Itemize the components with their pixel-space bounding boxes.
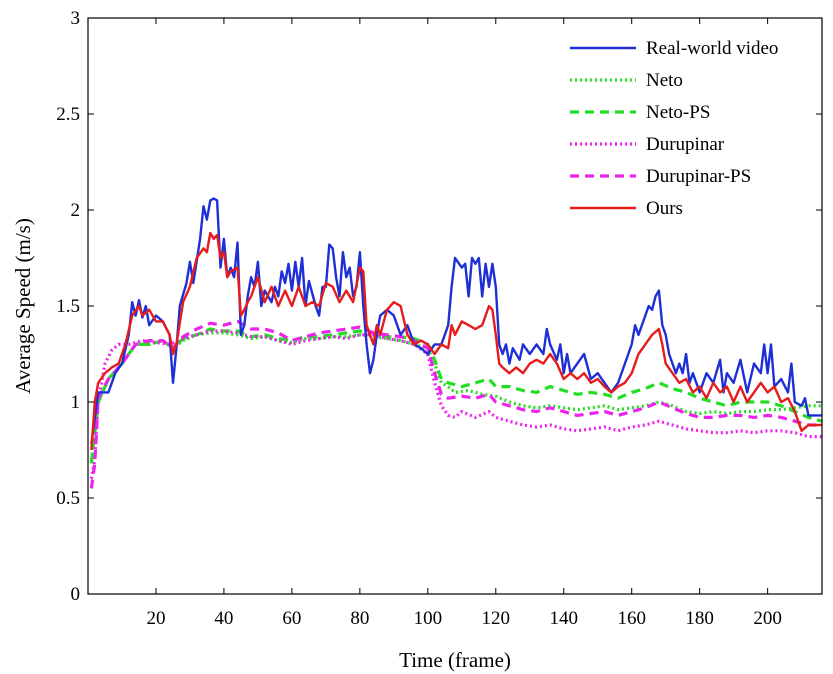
legend-label: Neto-PS (646, 102, 710, 123)
axes: 20 40 60 80 100 120 140 160 180 200 0 0.5 1 1.5 2 2.5 3 (56, 8, 823, 629)
legend-label: Ours (646, 198, 683, 219)
x-axis-label: Time (frame) (399, 648, 511, 672)
x-tick-label: 120 (482, 608, 511, 629)
y-tick-label: 2.5 (56, 104, 80, 125)
y-tick-label: 1 (71, 392, 81, 413)
legend-label: Real-world video (646, 38, 778, 59)
legend-label: Neto (646, 70, 683, 91)
plot-area (89, 197, 822, 489)
x-tick-label: 200 (753, 608, 782, 629)
x-tick-label: 160 (617, 608, 646, 629)
series-line-durupinar (89, 329, 822, 480)
series-line-ours (90, 231, 822, 451)
legend-label: Durupinar (646, 134, 725, 155)
series-line-neto (89, 331, 822, 460)
y-axis-label: Average Speed (m/s) (11, 218, 35, 394)
y-tick-label: 0.5 (56, 488, 80, 509)
x-tick-label: 180 (685, 608, 714, 629)
series-line-neto-ps (89, 327, 822, 464)
series-line-real-world-video (90, 197, 822, 445)
series-line-durupinar-ps (89, 319, 822, 489)
plot-frame (87, 17, 823, 595)
y-tick-label: 0 (71, 584, 81, 605)
x-tick-label: 80 (350, 608, 369, 629)
legend: Real-world video Neto Neto-PS Durupinar Duru… (570, 38, 778, 219)
x-tick-label: 40 (214, 608, 233, 629)
y-tick-label: 2 (71, 200, 81, 221)
x-tick-label: 60 (282, 608, 301, 629)
x-tick-label: 140 (549, 608, 578, 629)
y-tick-label: 1.5 (56, 296, 80, 317)
y-tick-label: 3 (71, 8, 81, 29)
x-tick-label: 20 (146, 608, 165, 629)
legend-label: Durupinar-PS (646, 166, 751, 187)
x-tick-label: 100 (414, 608, 443, 629)
